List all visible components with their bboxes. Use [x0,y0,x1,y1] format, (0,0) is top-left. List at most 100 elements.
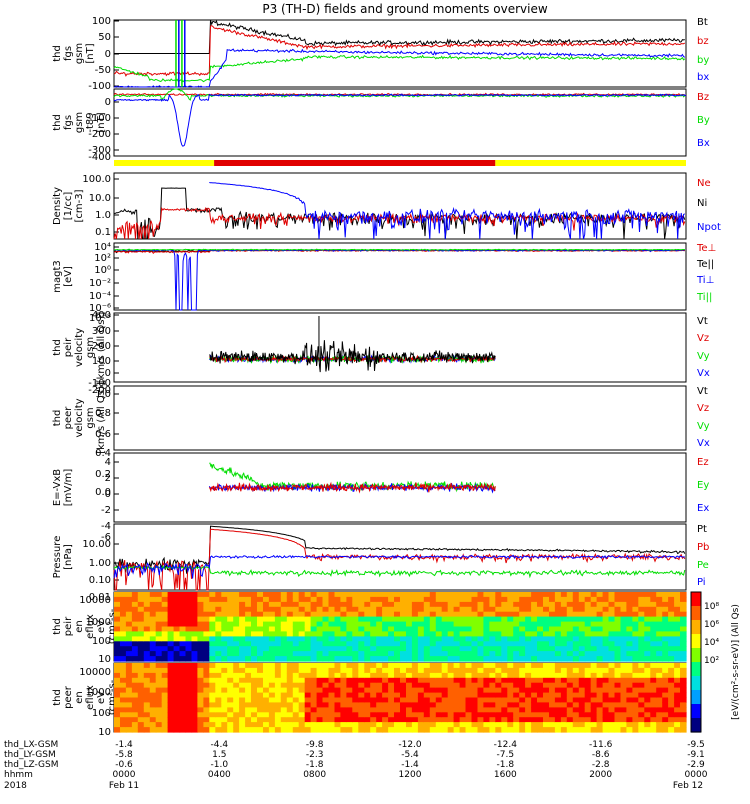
ylabel-peir-velocity-4: [km/s (All Qs)] [96,312,107,384]
peir-spectrogram-cell [596,631,604,637]
peer-spectrogram-cell [268,697,276,703]
peer-spectrogram-cell [566,667,574,674]
peir-spectrogram-cell [578,656,586,662]
peer-spectrogram-cell [411,712,419,718]
peer-spectrogram-cell [411,727,419,733]
peer-spectrogram-cell [197,727,204,733]
peir-spectrogram-cell [417,616,425,623]
peer-spectrogram-cell [203,722,210,728]
peir-spectrogram-cell [120,636,127,642]
peir-spectrogram-cell [310,596,318,603]
peir-spectrogram-cell [358,611,365,618]
peir-spectrogram-cell [346,636,353,642]
peir-spectrogram-cell [549,636,556,642]
ytick-density-1: 10.0 [89,193,111,204]
peer-spectrogram-cell [572,677,580,684]
eph-value-1-3: -5.4 [401,750,419,760]
peir-spectrogram-cell [459,656,467,662]
ytick-fgs-gsm-1: 50 [98,32,111,43]
peer-spectrogram-cell [298,727,306,733]
peir-spectrogram-cell [310,641,318,647]
peir-spectrogram-cell [251,631,258,637]
ylabel-fgs-gsm-0: thd [52,45,63,62]
peer-spectrogram-cell [137,702,145,708]
peer-spectrogram-cell [644,722,651,728]
peer-spectrogram-cell [239,702,246,708]
peir-spectrogram-cell [650,596,657,603]
peir-spectrogram-cell [501,651,508,657]
peir-spectrogram-cell [435,621,443,628]
peir-spectrogram-cell [394,626,401,632]
peir-spectrogram-cell [656,631,663,637]
peer-spectrogram-cell [382,663,389,669]
peir-spectrogram-cell [120,606,127,613]
peer-spectrogram-cell [537,692,544,699]
peir-spectrogram-cell [304,646,312,652]
peir-spectrogram-cell [650,601,657,608]
colorbar-cell [691,613,701,618]
peir-spectrogram-cell [120,611,127,618]
peer-spectrogram-cell [203,707,210,713]
peir-spectrogram-cell [304,656,312,662]
peer-spectrogram-cell [346,727,353,733]
peer-spectrogram-cell [662,727,669,733]
peir-spectrogram-cell [346,616,353,623]
peir-spectrogram-cell [554,641,562,647]
peer-spectrogram-cell [578,682,586,689]
peer-spectrogram-cell [471,687,479,694]
peer-spectrogram-cell [590,707,598,713]
peer-spectrogram-cell [263,692,270,699]
colorbar-cell [691,599,701,604]
peir-spectrogram-cell [662,592,669,598]
peir-spectrogram-cell [423,616,431,623]
colorbar-cell [691,634,701,639]
peir-spectrogram-cell [495,621,502,628]
peer-spectrogram-cell [435,702,443,708]
peer-spectrogram-cell [239,682,246,689]
peer-spectrogram-cell [537,663,544,669]
peer-spectrogram-cell [388,717,395,723]
peir-spectrogram-cell [465,641,473,647]
peer-spectrogram-cell [233,682,240,689]
peir-spectrogram-cell [233,601,240,608]
peir-spectrogram-cell [394,656,401,662]
peir-spectrogram-cell [257,631,264,637]
peir-spectrogram-cell [197,651,204,657]
peir-spectrogram-cell [274,646,282,652]
peer-spectrogram-cell [656,717,663,723]
peer-spectrogram-cell [501,682,508,689]
peer-spectrogram-cell [358,702,365,708]
peir-spectrogram-cell [221,611,228,618]
peer-spectrogram-cell [656,672,663,679]
peer-spectrogram-cell [304,712,312,718]
peir-spectrogram-cell [614,641,622,647]
peir-spectrogram-cell [572,616,580,623]
peir-spectrogram-cell [328,616,336,623]
peir-spectrogram-cell [453,646,461,652]
peir-spectrogram-cell [411,606,419,613]
panel-frame-fgs-gsm-t89 [113,88,687,157]
peer-spectrogram-cell [459,687,467,694]
peir-spectrogram-cell [149,611,157,618]
peir-spectrogram-cell [179,601,187,608]
peer-spectrogram-cell [239,692,246,699]
peir-spectrogram-cell [435,611,443,618]
peir-spectrogram-cell [382,621,389,628]
peer-spectrogram-cell [328,727,336,733]
peir-spectrogram-cell [364,631,371,637]
peir-spectrogram-cell [578,611,586,618]
peir-spectrogram-cell [358,606,365,613]
peer-spectrogram-cell [650,667,657,674]
peer-spectrogram-cell [662,687,669,694]
peir-spectrogram-cell [268,601,276,608]
peer-spectrogram-cell [417,697,425,703]
peir-spectrogram-cell [358,651,365,657]
peir-spectrogram-cell [423,626,431,632]
ytick-density-2: 1.0 [95,210,111,221]
peir-spectrogram-cell [370,651,377,657]
peer-spectrogram-cell [209,727,216,733]
peir-spectrogram-cell [411,592,419,598]
peir-spectrogram-cell [602,641,610,647]
peir-spectrogram-cell [173,621,181,628]
peir-spectrogram-cell [489,616,496,623]
